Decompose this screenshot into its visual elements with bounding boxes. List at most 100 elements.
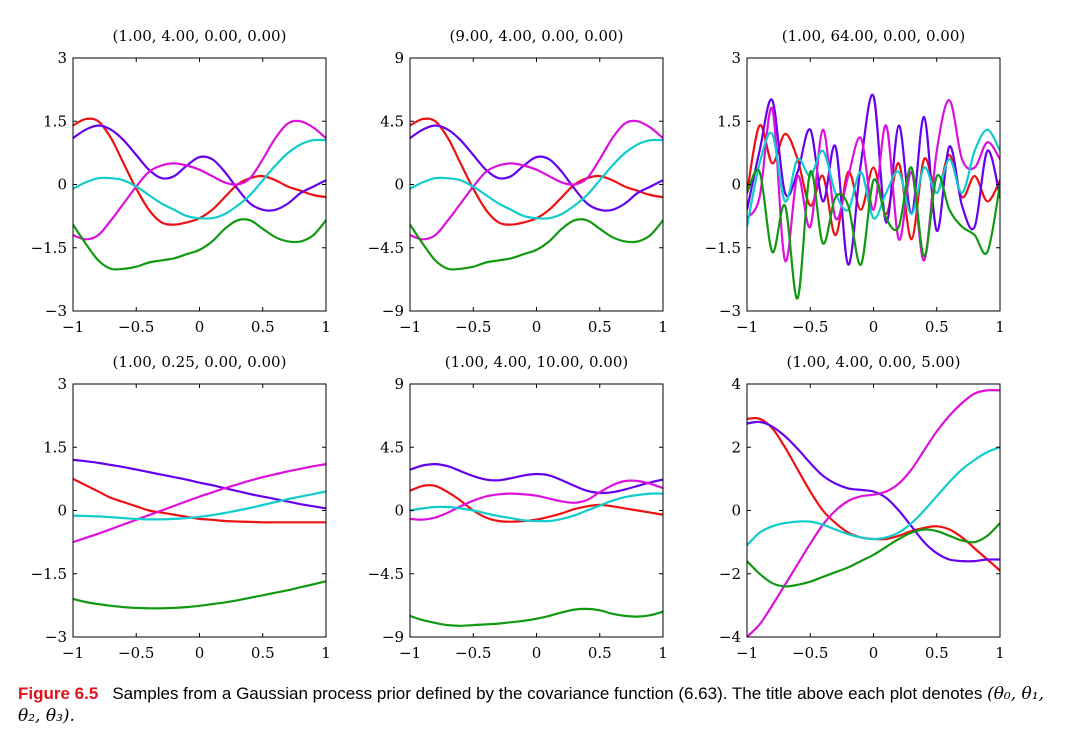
y-tick-label: 0 xyxy=(394,502,404,520)
caption-math: (θ₀, θ₁, θ₂, θ₃). xyxy=(18,684,1045,726)
panel-title: (1.00, 0.25, 0.00, 0.00) xyxy=(113,353,287,371)
y-tick-label: −4.5 xyxy=(368,239,404,257)
series-group xyxy=(410,462,663,627)
x-tick-label: 0.5 xyxy=(588,318,612,336)
y-tick-label: 4.5 xyxy=(380,438,404,456)
series-line-magenta xyxy=(410,119,663,241)
series-line-red xyxy=(73,477,326,524)
x-tick-label: 1 xyxy=(321,644,331,662)
axis-frame xyxy=(409,57,664,312)
series-line-magenta xyxy=(410,479,663,521)
x-tick-label: −1 xyxy=(736,318,758,336)
series-group xyxy=(747,93,1000,300)
figure-grid: −1 −0.5 0 0.5 1 −3 −1.5 0 1.5 3 (1.00, 4.00, 0.00,… xyxy=(31,27,1005,662)
axis-frame xyxy=(409,383,664,638)
y-tick-label: 9 xyxy=(394,375,404,393)
panel-title: (1.00, 4.00, 0.00, 5.00) xyxy=(787,353,961,371)
y-tick-label: 0 xyxy=(731,502,741,520)
series-group xyxy=(73,117,326,271)
x-tick-label: 0.5 xyxy=(251,318,275,336)
figure-caption: Figure 6.5 Samples from a Gaussian proces… xyxy=(18,683,1058,727)
x-tick-label: −0.5 xyxy=(792,644,828,662)
y-tick-label: −1.5 xyxy=(31,565,67,583)
x-tick-label: 1 xyxy=(995,644,1005,662)
x-tick-label: −1 xyxy=(399,644,421,662)
y-tick-label: 1.5 xyxy=(43,438,67,456)
series-line-blue xyxy=(747,93,1000,266)
y-tick-label: −3 xyxy=(45,302,67,320)
series-line-magenta xyxy=(73,119,326,241)
x-tick-label: −1 xyxy=(736,644,758,662)
chart-panel-6: −1 −0.5 0 0.5 1 −4 −2 0 2 4 (1.00, 4.00, 0.00, 5.0… xyxy=(719,353,1005,662)
y-tick-label: 3 xyxy=(57,49,67,67)
x-tick-label: 1 xyxy=(321,318,331,336)
series-line-blue xyxy=(73,124,326,212)
series-line-green xyxy=(747,166,1000,300)
x-tick-label: 0 xyxy=(532,644,542,662)
chart-panel-1: −1 −0.5 0 0.5 1 −3 −1.5 0 1.5 3 (1.00, 4.00, 0.00,… xyxy=(31,27,331,336)
series-line-red xyxy=(410,117,663,226)
x-tick-label: 0.5 xyxy=(925,318,949,336)
x-tick-label: −0.5 xyxy=(118,644,154,662)
series-line-blue xyxy=(747,420,1000,563)
figure-label: Figure 6.5 xyxy=(18,684,99,703)
panel-title: (1.00, 4.00, 0.00, 0.00) xyxy=(113,27,287,45)
y-tick-label: −9 xyxy=(382,628,404,646)
series-line-blue xyxy=(73,458,326,510)
y-tick-label: −4 xyxy=(719,628,741,646)
chart-panel-2: −1 −0.5 0 0.5 1 −9 −4.5 0 4.5 9 (9.00, 4.00, 0.00,… xyxy=(368,27,668,336)
series-group xyxy=(410,117,663,271)
x-tick-label: −1 xyxy=(62,644,84,662)
y-tick-label: 0 xyxy=(57,502,67,520)
y-tick-label: −3 xyxy=(719,302,741,320)
x-tick-label: −1 xyxy=(399,318,421,336)
series-line-cyan xyxy=(73,138,326,220)
y-tick-label: −1.5 xyxy=(705,239,741,257)
x-tick-label: 1 xyxy=(658,644,668,662)
y-tick-label: −9 xyxy=(382,302,404,320)
y-tick-label: −4.5 xyxy=(368,565,404,583)
x-tick-label: 0.5 xyxy=(925,644,949,662)
y-tick-label: 0 xyxy=(57,176,67,194)
x-tick-label: −0.5 xyxy=(792,318,828,336)
panel-title: (9.00, 4.00, 0.00, 0.00) xyxy=(450,27,624,45)
x-tick-label: 0 xyxy=(195,318,205,336)
series-line-green xyxy=(410,218,663,271)
series-line-cyan xyxy=(747,128,1000,228)
panel-title: (1.00, 64.00, 0.00, 0.00) xyxy=(782,27,965,45)
series-group xyxy=(73,458,326,610)
series-line-red xyxy=(73,117,326,226)
y-tick-label: 3 xyxy=(731,49,741,67)
axis-frame xyxy=(72,383,327,638)
series-line-blue xyxy=(410,124,663,212)
x-tick-label: 1 xyxy=(658,318,668,336)
series-line-green xyxy=(747,522,1000,588)
x-tick-label: −1 xyxy=(62,318,84,336)
panel-title: (1.00, 4.00, 10.00, 0.00) xyxy=(445,353,628,371)
y-tick-label: 2 xyxy=(731,438,741,456)
y-tick-label: 4 xyxy=(731,375,741,393)
axis-frame xyxy=(72,57,327,312)
caption-text: Samples from a Gaussian process prior de… xyxy=(112,684,983,703)
y-tick-label: 1.5 xyxy=(717,112,741,130)
chart-panel-3: −1 −0.5 0 0.5 1 −3 −1.5 0 1.5 3 (1.00, 64.00, 0.00… xyxy=(705,27,1005,336)
y-tick-label: 0 xyxy=(731,176,741,194)
series-line-cyan xyxy=(410,138,663,220)
y-tick-label: −3 xyxy=(45,628,67,646)
chart-panel-5: −1 −0.5 0 0.5 1 −9 −4.5 0 4.5 9 (1.00, 4.00, 10.00… xyxy=(368,353,668,662)
x-tick-label: 1 xyxy=(995,318,1005,336)
series-group xyxy=(747,388,1000,637)
chart-panel-4: −1 −0.5 0 0.5 1 −3 −1.5 0 1.5 3 (1.00, 0.25, 0.00,… xyxy=(31,353,331,662)
y-tick-label: 3 xyxy=(57,375,67,393)
series-line-magenta xyxy=(73,463,326,544)
x-tick-label: −0.5 xyxy=(455,644,491,662)
series-line-magenta xyxy=(747,388,1000,637)
x-tick-label: 0 xyxy=(869,318,879,336)
x-tick-label: 0.5 xyxy=(588,644,612,662)
series-line-green xyxy=(73,580,326,610)
series-line-cyan xyxy=(410,492,663,523)
series-line-cyan xyxy=(73,490,326,521)
axis-frame xyxy=(746,383,1001,638)
series-line-green xyxy=(73,218,326,271)
y-tick-label: −1.5 xyxy=(31,239,67,257)
